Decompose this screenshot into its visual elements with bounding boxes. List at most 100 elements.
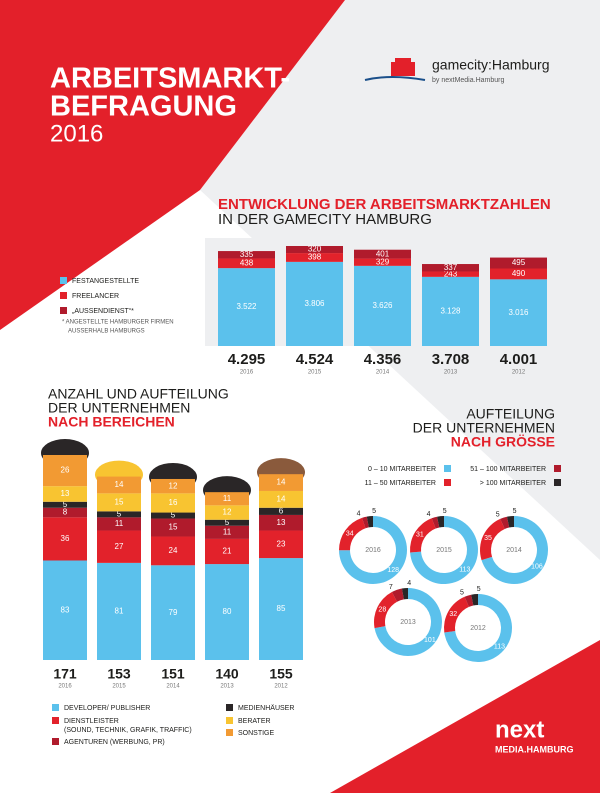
red-corner-bottom xyxy=(330,640,600,793)
bar-segment xyxy=(43,486,87,502)
bar-segment xyxy=(259,558,303,660)
x-tick-label: 2015 xyxy=(112,684,126,690)
value-label: 4 xyxy=(427,511,431,518)
total-label: 155 xyxy=(269,666,293,682)
value-label: 15 xyxy=(115,497,124,506)
bar-segment xyxy=(490,257,547,269)
chart-title: DER UNTERNEHMEN xyxy=(48,400,190,416)
donut-segment xyxy=(479,518,505,561)
bar-segment xyxy=(205,525,249,539)
donut-center xyxy=(353,530,393,570)
bar-segment xyxy=(422,264,479,272)
legend-label: 0 – 10 MITARBEITER xyxy=(368,466,436,473)
bar-segment xyxy=(97,476,141,494)
value-label: 113 xyxy=(494,644,505,651)
value-label: 24 xyxy=(169,546,178,555)
value-label: 5 xyxy=(171,511,176,520)
logo-icon xyxy=(364,58,426,81)
value-label: 8 xyxy=(63,508,68,517)
bar-segment xyxy=(97,530,141,563)
value-label: 329 xyxy=(376,257,390,266)
value-label: 15 xyxy=(169,523,178,532)
bar-segment xyxy=(97,493,141,512)
value-label: 85 xyxy=(277,604,286,613)
note: * ANGESTELLTE HAMBURGER FIRMEN xyxy=(62,320,174,326)
logo-text: gamecity:Hamburg xyxy=(432,57,550,73)
title-line: BEFRAGUNG xyxy=(50,91,237,123)
bar-segment xyxy=(259,474,303,491)
donut-segment xyxy=(444,594,512,663)
chart-title-highlight: NACH GRÖSSE xyxy=(451,434,555,450)
bar-segment xyxy=(354,249,411,259)
logo-sub: by nextMedia.Hamburg xyxy=(432,77,504,84)
chart-subtitle: IN DER GAMECITY HAMBURG xyxy=(218,211,432,228)
bar-segment xyxy=(259,490,303,508)
value-label: 128 xyxy=(387,567,399,574)
note: AUSSERHALB HAMBURGS xyxy=(68,329,145,335)
legend-swatch xyxy=(60,292,67,299)
x-tick-label: 2014 xyxy=(376,370,390,376)
bar-segment xyxy=(286,253,343,262)
legend-swatch xyxy=(60,277,67,284)
title-year: 2016 xyxy=(50,120,103,147)
bar-segment xyxy=(43,517,87,561)
value-label: 3.522 xyxy=(236,302,257,311)
value-label: 14 xyxy=(115,480,124,489)
bar-segment xyxy=(259,507,303,515)
total-label: 151 xyxy=(161,666,185,682)
legend-swatch xyxy=(60,307,67,314)
donut-year: 2016 xyxy=(365,547,381,554)
legend-swatch xyxy=(554,465,561,472)
donut-segment xyxy=(339,516,408,584)
donut-segment xyxy=(471,594,478,606)
bar-segment xyxy=(422,276,479,346)
value-label: 16 xyxy=(169,498,178,507)
bar-segment xyxy=(151,493,195,513)
value-label: 81 xyxy=(115,607,124,616)
bar-segment xyxy=(151,478,195,494)
legend-label: SONSTIGE xyxy=(238,730,275,737)
donut-segment xyxy=(464,594,474,607)
x-tick-label: 2013 xyxy=(444,370,458,376)
x-tick-label: 2016 xyxy=(240,370,254,376)
donut-segment xyxy=(374,592,398,629)
value-label: 106 xyxy=(531,564,543,571)
value-label: 4 xyxy=(357,511,361,518)
value-label: 3.806 xyxy=(304,299,325,308)
total-label: 140 xyxy=(215,666,239,682)
donut-segment xyxy=(431,516,440,529)
x-tick-label: 2015 xyxy=(308,370,322,376)
total-label: 4.001 xyxy=(500,351,538,368)
legend-label: BERATER xyxy=(238,718,271,725)
legend-swatch xyxy=(52,704,59,711)
donut-center xyxy=(458,608,498,648)
legend-label: FESTANGESTELLTE xyxy=(72,278,139,285)
value-label: 83 xyxy=(61,605,70,614)
legend-label: > 100 MITARBEITER xyxy=(480,480,546,487)
legend-swatch xyxy=(554,479,561,486)
legend-label: DEVELOPER/ PUBLISHER xyxy=(64,705,150,712)
chart-title: ANZAHL UND AUFTEILUNG xyxy=(48,386,229,402)
donut-year: 2014 xyxy=(506,547,522,554)
legend-label: FREELANCER xyxy=(72,293,119,300)
value-label: 12 xyxy=(223,508,232,517)
x-tick-label: 2016 xyxy=(58,684,72,690)
donut-segment xyxy=(374,588,443,656)
bar-segment xyxy=(151,512,195,519)
legend-swatch xyxy=(226,729,233,736)
legend-label: „AUSSENDIENST“* xyxy=(72,308,134,315)
bar-segment xyxy=(354,265,411,346)
chart-title-highlight: NACH BEREICHEN xyxy=(48,414,175,430)
footer-logo-sub: MEDIA.HAMBURG xyxy=(495,744,574,754)
value-label: 32 xyxy=(449,611,457,618)
value-label: 3.016 xyxy=(508,308,529,317)
bar-segment xyxy=(43,507,87,518)
value-label: 243 xyxy=(444,269,458,278)
donut-segment xyxy=(437,516,444,528)
donut-segment xyxy=(500,516,510,529)
value-label: 21 xyxy=(223,547,232,556)
value-label: 490 xyxy=(512,269,526,278)
value-label: 31 xyxy=(416,532,424,539)
value-label: 101 xyxy=(424,637,436,644)
